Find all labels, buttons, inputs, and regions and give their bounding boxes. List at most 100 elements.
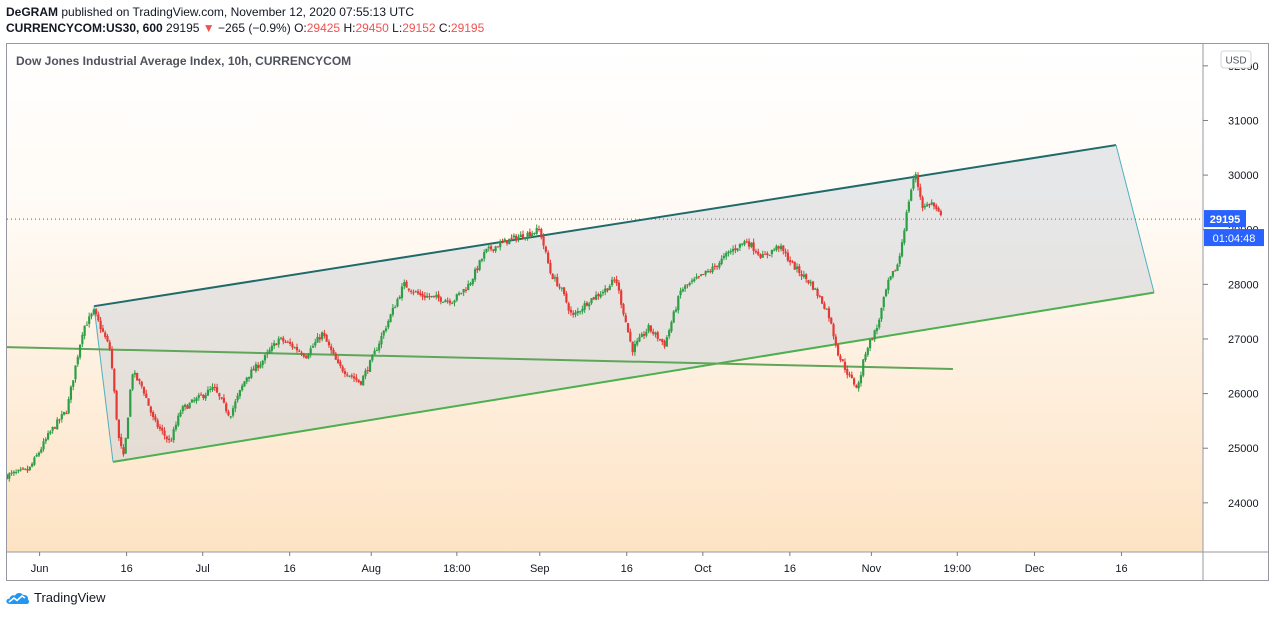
candle-body — [718, 263, 721, 268]
open-value: 29425 — [306, 21, 341, 35]
candle-body — [133, 372, 136, 375]
candle-body — [697, 276, 700, 278]
candle-body — [841, 359, 844, 362]
candle-body — [921, 197, 924, 209]
candle-body — [444, 300, 447, 303]
candle-body — [540, 229, 543, 238]
candle-body — [49, 431, 52, 434]
candle-body — [864, 354, 867, 361]
channel-left-edge[interactable] — [93, 306, 114, 462]
candle-body — [654, 332, 657, 335]
candle-body — [291, 343, 294, 348]
candle-body — [197, 395, 200, 398]
author-name[interactable]: DeGRAM — [6, 5, 59, 19]
candle-body — [535, 227, 538, 234]
chart-frame[interactable]: 2400025000260002700028000290003000031000… — [6, 43, 1269, 581]
channel-lower-line[interactable] — [112, 291, 1155, 463]
candle-body — [499, 242, 502, 248]
candle-body — [784, 251, 787, 254]
candle-body — [446, 300, 449, 302]
candle-body — [442, 301, 445, 303]
candle-body — [528, 231, 531, 237]
candle-body — [855, 385, 858, 388]
time-tick-label: 16 — [284, 563, 296, 575]
time-tick-label: 19:00 — [944, 563, 972, 575]
candle-body — [225, 403, 228, 412]
candle-body — [460, 292, 463, 294]
candle-body — [247, 376, 251, 379]
candle-body — [846, 369, 849, 375]
last-price-label: 29195 — [1210, 214, 1241, 226]
candle-body — [382, 330, 385, 336]
candle-body — [857, 382, 860, 389]
candle-body — [113, 369, 116, 392]
candle-body — [410, 290, 413, 292]
tradingview-logo[interactable]: TradingView — [6, 590, 106, 605]
candle-body — [935, 205, 938, 209]
candle-body — [67, 399, 70, 414]
price-tick-label: 26000 — [1228, 389, 1259, 401]
candle-body — [880, 307, 883, 320]
candle-body — [642, 333, 646, 336]
channel-upper-line[interactable] — [93, 144, 1117, 308]
candle-body — [405, 281, 408, 288]
candle-body — [615, 279, 618, 284]
candle-body — [158, 426, 162, 429]
candle-body — [311, 346, 315, 348]
publish-info: DeGRAM published on TradingView.com, Nov… — [6, 4, 484, 20]
candle-body — [15, 471, 18, 473]
candle-body — [770, 249, 773, 255]
candle-body — [802, 274, 805, 277]
candle-body — [455, 294, 458, 301]
candle-body — [391, 307, 394, 315]
candle-body — [394, 307, 397, 309]
time-tick-label: Jul — [196, 563, 210, 575]
candle-body — [590, 298, 593, 304]
time-axis[interactable]: Jun 16 Jul 16 Aug 18:00 Sep 16 Oct 16 Nov 19:00 Dec 1… — [31, 552, 1128, 575]
candle-body — [305, 355, 308, 358]
candle-body — [702, 273, 705, 275]
bar-countdown-badge[interactable] — [1204, 229, 1264, 247]
candle-body — [816, 289, 819, 297]
candle-body — [656, 332, 659, 339]
candle-body — [567, 303, 570, 311]
candle-body — [821, 296, 824, 304]
candle-body — [400, 286, 404, 298]
candle-body — [563, 287, 566, 295]
candle-body — [937, 207, 940, 212]
candle-body — [227, 411, 230, 416]
high-value: 29450 — [355, 21, 389, 35]
price-tick-label: 25000 — [1228, 443, 1259, 455]
time-tick-label: 16 — [1115, 563, 1127, 575]
currency-badge[interactable] — [1220, 50, 1252, 69]
candle-body — [592, 297, 595, 300]
candle-body — [156, 420, 159, 428]
candle-body — [222, 397, 226, 403]
candle-body — [898, 255, 901, 264]
candle-body — [42, 441, 45, 450]
candle-body — [289, 342, 292, 344]
support-trend-line[interactable] — [7, 346, 953, 371]
candle-body — [871, 339, 874, 341]
symbol-name[interactable]: CURRENCYCOM:US30, 600 — [6, 21, 163, 35]
candle-body — [389, 314, 392, 322]
candle-body — [275, 343, 278, 346]
candle-body — [569, 309, 573, 313]
candle-body — [161, 427, 164, 431]
candle-body — [138, 379, 141, 381]
candle-body — [743, 241, 746, 245]
chart-canvas[interactable]: 2400025000260002700028000290003000031000… — [7, 44, 1269, 581]
candle-body — [165, 436, 168, 440]
price-tick-label: 27000 — [1228, 334, 1259, 346]
candle-body — [688, 282, 691, 285]
candle-body — [254, 364, 257, 372]
price-axis[interactable]: 2400025000260002700028000290003000031000… — [1203, 61, 1264, 510]
chart-header: DeGRAM published on TradingView.com, Nov… — [6, 4, 484, 36]
candle-body — [508, 238, 511, 245]
candle-body — [261, 360, 264, 365]
candle-body — [613, 279, 616, 281]
candle-body — [574, 312, 577, 315]
last-price-badge[interactable] — [1204, 210, 1246, 228]
candle-body — [7, 474, 9, 479]
candle-body — [547, 252, 550, 264]
